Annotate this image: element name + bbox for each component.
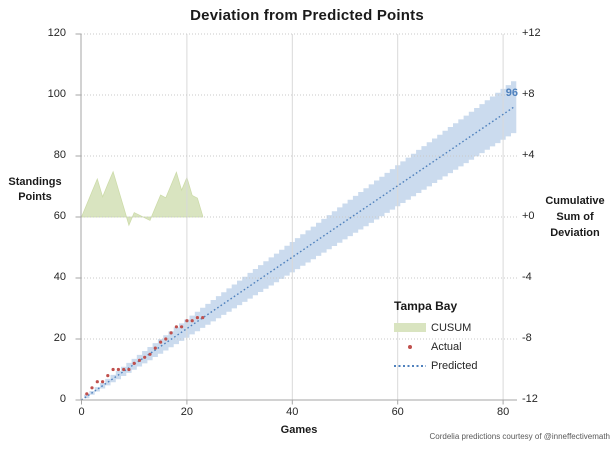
x-tick-label: 40 (286, 406, 299, 418)
predicted-line (81, 106, 515, 401)
legend-item-predicted: Predicted (394, 356, 477, 375)
chart-title: Deviation from Predicted Points (190, 7, 424, 24)
legend-label-predicted: Predicted (431, 359, 478, 372)
actual-point (111, 367, 115, 372)
actual-point (174, 325, 178, 329)
y-tick-label-left: 120 (47, 27, 66, 39)
actual-point (122, 367, 126, 372)
actual-point (90, 386, 94, 390)
credit-caption: Cordelia predictions courtesy of @inneff… (429, 432, 610, 441)
actual-point (101, 380, 105, 384)
actual-point (164, 337, 168, 341)
y-tick-label-right: -4 (522, 271, 532, 283)
actual-point (180, 325, 184, 329)
actual-point (185, 319, 189, 323)
predicted-end-value-label: 96 (505, 87, 518, 99)
x-tick-label: 20 (180, 406, 194, 418)
predicted-line-swatch-icon (394, 364, 426, 367)
actual-point (201, 316, 205, 320)
x-tick-label: 0 (78, 406, 85, 418)
actual-point (153, 346, 157, 350)
x-axis-title: Games (280, 424, 318, 436)
legend-label-cusum: CUSUM (431, 321, 472, 334)
actual-point (137, 358, 142, 362)
y-tick-label-right: +4 (522, 149, 535, 161)
actual-point (85, 392, 89, 396)
actual-point (95, 380, 99, 384)
actual-point (116, 367, 120, 372)
actual-point (169, 331, 173, 335)
y-tick-label-left: 40 (53, 271, 66, 283)
legend-title: Tampa Bay (394, 299, 458, 313)
legend: Tampa Bay CUSUM Actual Predicted (394, 299, 477, 375)
cusum-area-swatch-icon (394, 323, 426, 332)
y-tick-label-right: +0 (522, 210, 535, 222)
actual-point (143, 355, 147, 359)
actual-point (195, 316, 199, 320)
y-axis-title-right: Cumulative Sum of Deviation (545, 195, 605, 239)
actual-point (106, 374, 110, 378)
actual-point (132, 361, 136, 365)
x-tick-label: 80 (496, 406, 510, 418)
y-tick-label-left: 20 (53, 332, 66, 344)
y-tick-label-right: +8 (522, 88, 535, 100)
legend-label-actual: Actual (431, 340, 462, 353)
actual-point (190, 319, 194, 323)
actual-point (148, 352, 152, 356)
actual-point (127, 367, 131, 372)
x-tick-label: 60 (391, 406, 404, 418)
prediction-band (84, 81, 517, 399)
actual-dot-swatch-icon (394, 344, 426, 349)
y-axis-title-left: Standings Points (8, 176, 62, 203)
y-tick-label-right: -8 (522, 332, 532, 344)
cusum-area (80, 170, 204, 227)
y-tick-label-left: 80 (53, 149, 66, 161)
y-tick-label-left: 100 (47, 88, 66, 100)
y-tick-label-left: 0 (59, 393, 66, 405)
y-tick-label-right: -12 (522, 393, 538, 405)
y-tick-label-right: +12 (522, 27, 541, 39)
actual-point (159, 340, 163, 344)
legend-item-actual: Actual (394, 337, 477, 356)
y-tick-label-left: 60 (53, 210, 66, 222)
legend-item-cusum: CUSUM (394, 318, 477, 337)
